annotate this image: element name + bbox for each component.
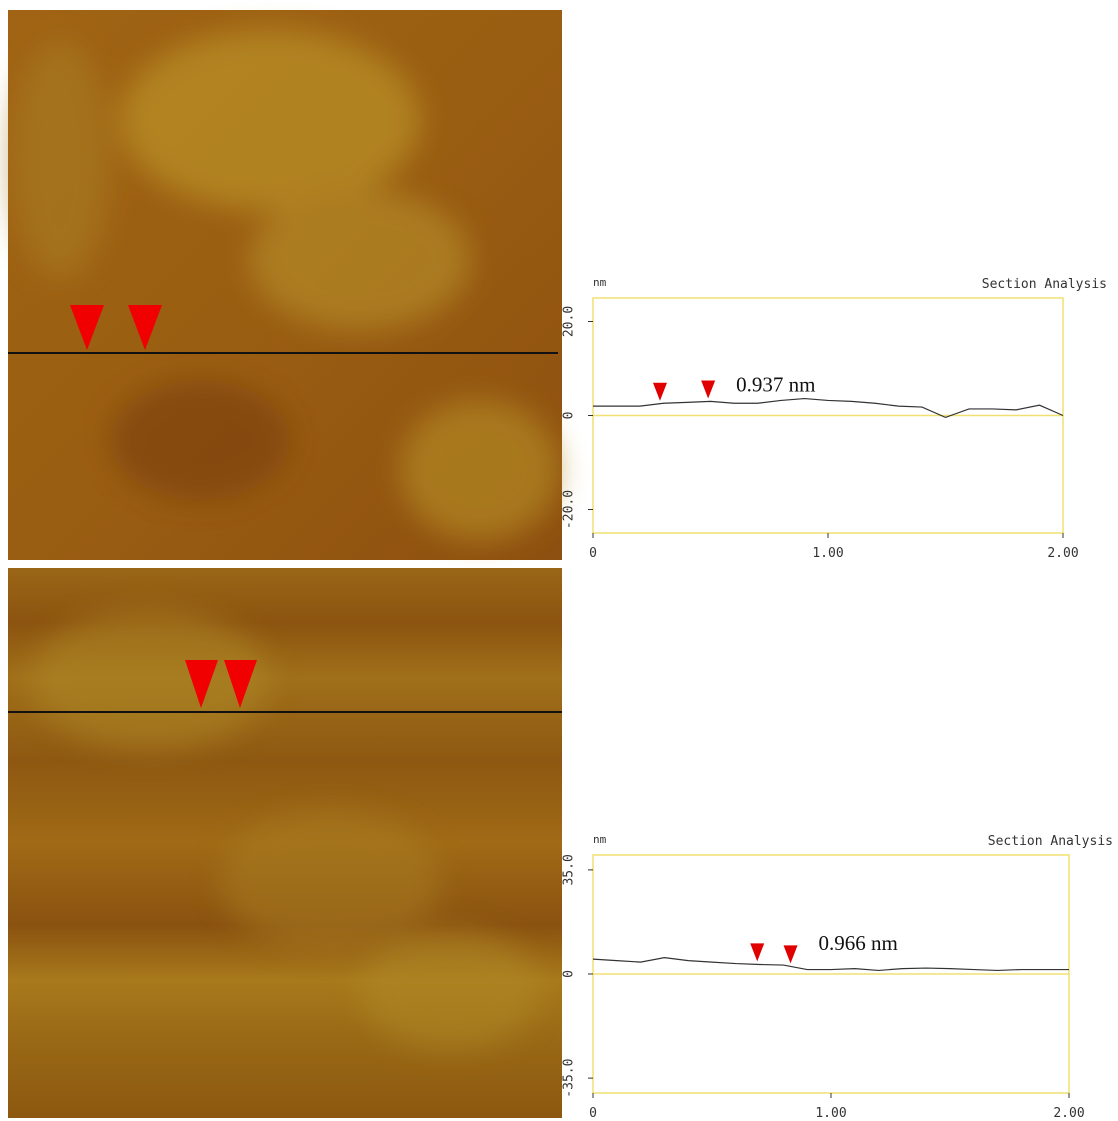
profile-line [593, 399, 1063, 418]
section-cursor [784, 945, 798, 963]
y-tick-label: 0 [562, 970, 577, 978]
x-tick-label: 1.00 [815, 1106, 846, 1121]
y-tick-label: 20.0 [562, 306, 577, 337]
y-axis-label: nm [593, 833, 607, 846]
x-tick-label: 0 [589, 546, 597, 561]
x-tick-label: 2.00 [1047, 546, 1078, 561]
afm-image-top [8, 10, 562, 560]
y-tick-label: 35.0 [562, 854, 577, 885]
chart-title: Section Analysis [988, 834, 1113, 849]
y-tick-label: -35.0 [562, 1059, 577, 1098]
figure: nm Section Analysis 20.0 0 -20.0 0 1.00 2.00 0.9… [0, 0, 1118, 1121]
height-annotation: 0.966 nm [819, 931, 898, 955]
section-cursor [653, 383, 667, 401]
y-axis-label: nm [593, 276, 607, 289]
profile-line [593, 958, 1069, 971]
chart-title: Section Analysis [982, 277, 1107, 292]
y-tick-label: -20.0 [562, 490, 577, 529]
y-tick-label: 0 [562, 412, 577, 420]
x-tick-label: 2.00 [1053, 1106, 1084, 1121]
section-cursor [750, 943, 764, 961]
x-tick-label: 1.00 [812, 546, 843, 561]
x-tick-label: 0 [589, 1106, 597, 1121]
afm-image-bottom [8, 568, 562, 1118]
section-cursor [701, 380, 715, 398]
height-annotation: 0.937 nm [736, 373, 815, 397]
